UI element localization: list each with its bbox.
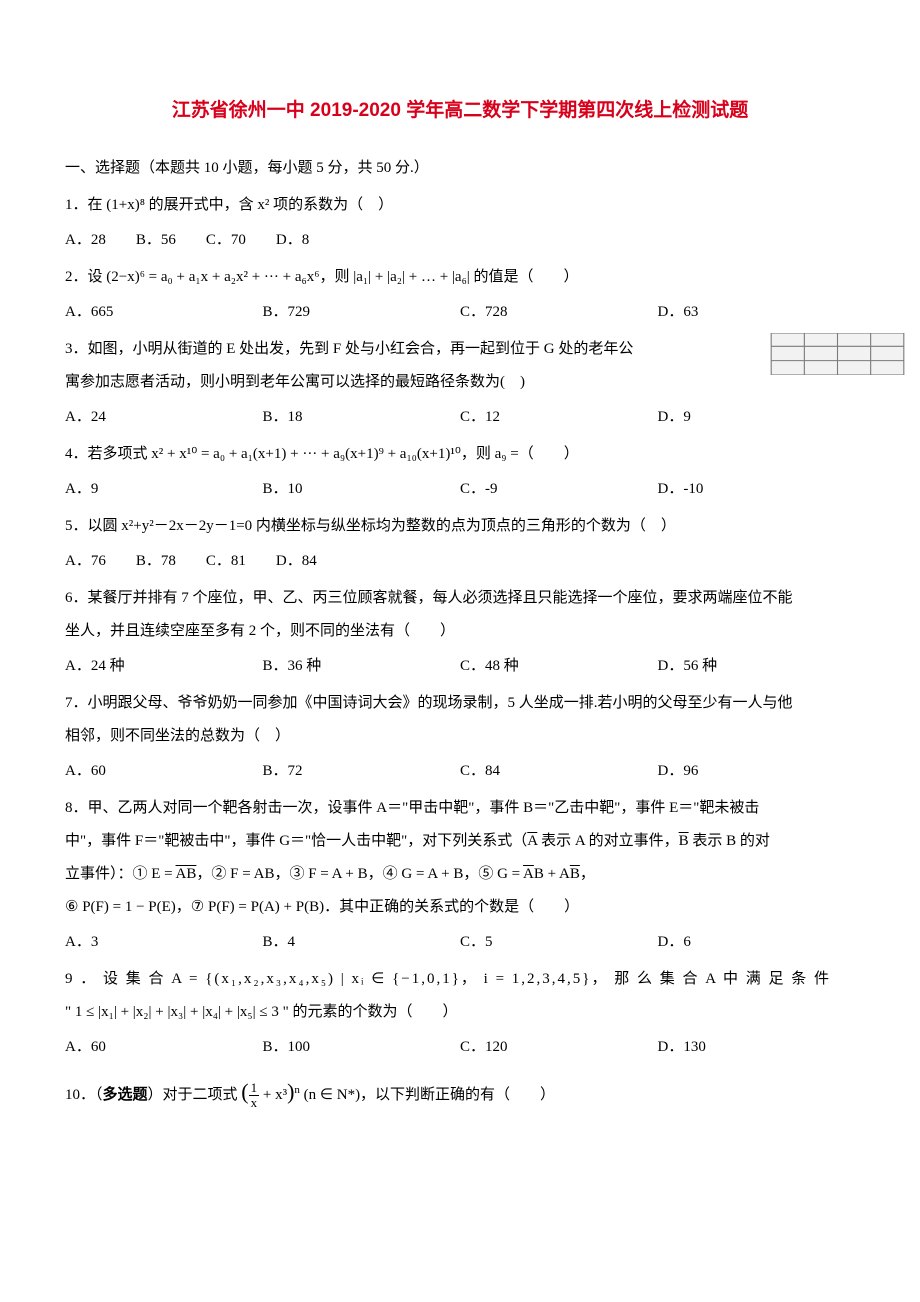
q8-l2-mid2: 表示 B 的对: [689, 833, 770, 849]
q10-suffix: ）对于二项式: [148, 1087, 242, 1103]
q9-opt-a: A．60: [65, 1031, 263, 1064]
q3-opt-c: C．12: [460, 401, 658, 434]
q9-options: A．60 B．100 C．120 D．130: [65, 1031, 855, 1064]
question-6: 6．某餐厅并排有 7 个座位，甲、乙、丙三位顾客就餐，每人必须选择且只能选择一个…: [65, 582, 855, 683]
q3-opt-b: B．18: [263, 401, 461, 434]
q5-text: 5．以圆 x²+y²－2x－2y－1=0 内横坐标与纵坐标均为整数的点为顶点的三…: [65, 510, 855, 543]
q9-opt-b: B．100: [263, 1031, 461, 1064]
q8-opt-b: B．4: [263, 926, 461, 959]
question-1: 1．在 (1+x)⁸ 的展开式中，含 x² 项的系数为（ ） A．28 B．56…: [65, 189, 855, 257]
q6-opt-b: B．36 种: [263, 650, 461, 683]
q8-l3-2: ，: [580, 866, 595, 882]
q3-options: A．24 B．18 C．12 D．9: [65, 401, 855, 434]
q9-opt-d: D．130: [658, 1031, 856, 1064]
q4-opt-a: A．9: [65, 473, 263, 506]
q1-opt-b: B．56: [136, 224, 176, 257]
q1-opt-c: C．70: [206, 224, 246, 257]
overline-AB: AB: [176, 866, 197, 882]
q7-opt-d: D．96: [658, 755, 856, 788]
overline-B: B: [679, 833, 689, 849]
q4-text: 4．若多项式 x² + x¹⁰ = a₀ + a₁(x+1) + ··· + a…: [65, 438, 855, 471]
section-header: 一、选择题（本题共 10 小题，每小题 5 分，共 50 分.）: [65, 152, 855, 185]
q8-l2-mid1: 表示 A 的对立事件，: [537, 833, 678, 849]
question-9: 9 ． 设 集 合 A = {(x₁,x₂,x₃,x₄,x₅) | xᵢ ∈ {…: [65, 963, 855, 1064]
q2-opt-b: B．729: [263, 296, 461, 329]
overline-B2: B: [570, 866, 580, 882]
q9-opt-c: C．120: [460, 1031, 658, 1064]
q8-line4: ⑥ P(F) = 1 − P(E)，⑦ P(F) = P(A) + P(B)．其…: [65, 891, 855, 924]
q7-opt-a: A．60: [65, 755, 263, 788]
street-grid-diagram: 🏠: [770, 333, 905, 375]
question-4: 4．若多项式 x² + x¹⁰ = a₀ + a₁(x+1) + ··· + a…: [65, 438, 855, 506]
q9-line2: " 1 ≤ |x₁| + |x₂| + |x₃| + |x₄| + |x₅| ≤…: [65, 996, 855, 1029]
q2-opt-a: A．665: [65, 296, 263, 329]
q1-opt-a: A．28: [65, 224, 106, 257]
question-8: 8．甲、乙两人对同一个靶各射击一次，设事件 A＝"甲击中靶"，事件 B＝"乙击中…: [65, 792, 855, 959]
q9-line1: 9 ． 设 集 合 A = {(x₁,x₂,x₃,x₄,x₅) | xᵢ ∈ {…: [65, 963, 855, 996]
q8-opt-a: A．3: [65, 926, 263, 959]
q8-l3-pre: 立事件）：① E =: [65, 866, 176, 882]
q6-opt-c: C．48 种: [460, 650, 658, 683]
q10-prefix: 10．（: [65, 1087, 103, 1103]
q7-line1: 7．小明跟父母、爷爷奶奶一同参加《中国诗词大会》的现场录制，5 人坐成一排.若小…: [65, 687, 855, 720]
q7-line2: 相邻，则不同坐法的总数为（ ）: [65, 720, 855, 753]
overline-A: A: [527, 833, 537, 849]
q8-line2: 中"，事件 F＝"靶被击中"，事件 G＝"恰一人击中靶"，对下列关系式（A 表示…: [65, 825, 855, 858]
q8-opt-c: C．5: [460, 926, 658, 959]
fraction: 1x: [249, 1081, 260, 1111]
q6-options: A．24 种 B．36 种 C．48 种 D．56 种: [65, 650, 855, 683]
q1-options: A．28 B．56 C．70 D．8: [65, 224, 855, 257]
q7-opt-c: C．84: [460, 755, 658, 788]
q4-options: A．9 B．10 C．-9 D．-10: [65, 473, 855, 506]
q8-line1: 8．甲、乙两人对同一个靶各射击一次，设事件 A＝"甲击中靶"，事件 B＝"乙击中…: [65, 792, 855, 825]
q2-opt-d: D．63: [658, 296, 856, 329]
q4-opt-d: D．-10: [658, 473, 856, 506]
q6-line1: 6．某餐厅并排有 7 个座位，甲、乙、丙三位顾客就餐，每人必须选择且只能选择一个…: [65, 582, 855, 615]
q6-opt-d: D．56 种: [658, 650, 856, 683]
left-paren: (: [241, 1079, 248, 1104]
q4-opt-b: B．10: [263, 473, 461, 506]
q5-opt-b: B．78: [136, 545, 176, 578]
q8-opt-d: D．6: [658, 926, 856, 959]
q4-opt-c: C．-9: [460, 473, 658, 506]
q7-opt-b: B．72: [263, 755, 461, 788]
q5-opt-a: A．76: [65, 545, 106, 578]
q8-options: A．3 B．4 C．5 D．6: [65, 926, 855, 959]
q2-text: 2．设 (2−x)⁶ = a₀ + a₁x + a₂x² + ··· + a₆x…: [65, 261, 855, 294]
q3-opt-a: A．24: [65, 401, 263, 434]
q5-opt-d: D．84: [276, 545, 317, 578]
q6-line2: 坐人，并且连续空座至多有 2 个，则不同的坐法有（ ）: [65, 615, 855, 648]
frac-num: 1: [249, 1081, 260, 1096]
q2-options: A．665 B．729 C．728 D．63: [65, 296, 855, 329]
question-5: 5．以圆 x²+y²－2x－2y－1=0 内横坐标与纵坐标均为整数的点为顶点的三…: [65, 510, 855, 578]
exam-title: 江苏省徐州一中 2019-2020 学年高二数学下学期第四次线上检测试题: [65, 90, 855, 132]
q10-text: 10．（多选题）对于二项式 (1x + x³)n (n ∈ N*)，以下判断正确…: [65, 1068, 855, 1116]
question-2: 2．设 (2−x)⁶ = a₀ + a₁x + a₂x² + ··· + a₆x…: [65, 261, 855, 329]
q10-bold: 多选题: [103, 1087, 148, 1103]
question-7: 7．小明跟父母、爷爷奶奶一同参加《中国诗词大会》的现场录制，5 人坐成一排.若小…: [65, 687, 855, 788]
q1-opt-d: D．8: [276, 224, 309, 257]
q8-line3: 立事件）：① E = AB，② F = AB，③ F = A + B，④ G =…: [65, 858, 855, 891]
q8-l3-1: ，② F = AB，③ F = A + B，④ G = A + B，⑤ G =: [196, 866, 523, 882]
question-3: 🏠 3．如图，小明从街道的 E 处出发，先到 F 处与小红会合，再一起到位于 G…: [65, 333, 855, 434]
q6-opt-a: A．24 种: [65, 650, 263, 683]
q2-opt-c: C．728: [460, 296, 658, 329]
q1-text: 1．在 (1+x)⁸ 的展开式中，含 x² 项的系数为（ ）: [65, 189, 855, 222]
q8-l2-pre: 中"，事件 F＝"靶被击中"，事件 G＝"恰一人击中靶"，对下列关系式（: [65, 833, 527, 849]
q5-options: A．76 B．78 C．81 D．84: [65, 545, 855, 578]
q3-opt-d: D．9: [658, 401, 856, 434]
question-10: 10．（多选题）对于二项式 (1x + x³)n (n ∈ N*)，以下判断正确…: [65, 1068, 855, 1116]
overline-A2: A: [523, 866, 534, 882]
q3-line2: 寓参加志愿者活动，则小明到老年公寓可以选择的最短路径条数为( ): [65, 366, 855, 399]
frac-den: x: [249, 1096, 260, 1110]
q5-opt-c: C．81: [206, 545, 246, 578]
q10-tail: (n ∈ N*)，以下判断正确的有（ ）: [300, 1087, 555, 1103]
q3-line1: 3．如图，小明从街道的 E 处出发，先到 F 处与小红会合，再一起到位于 G 处…: [65, 333, 855, 366]
q7-options: A．60 B．72 C．84 D．96: [65, 755, 855, 788]
